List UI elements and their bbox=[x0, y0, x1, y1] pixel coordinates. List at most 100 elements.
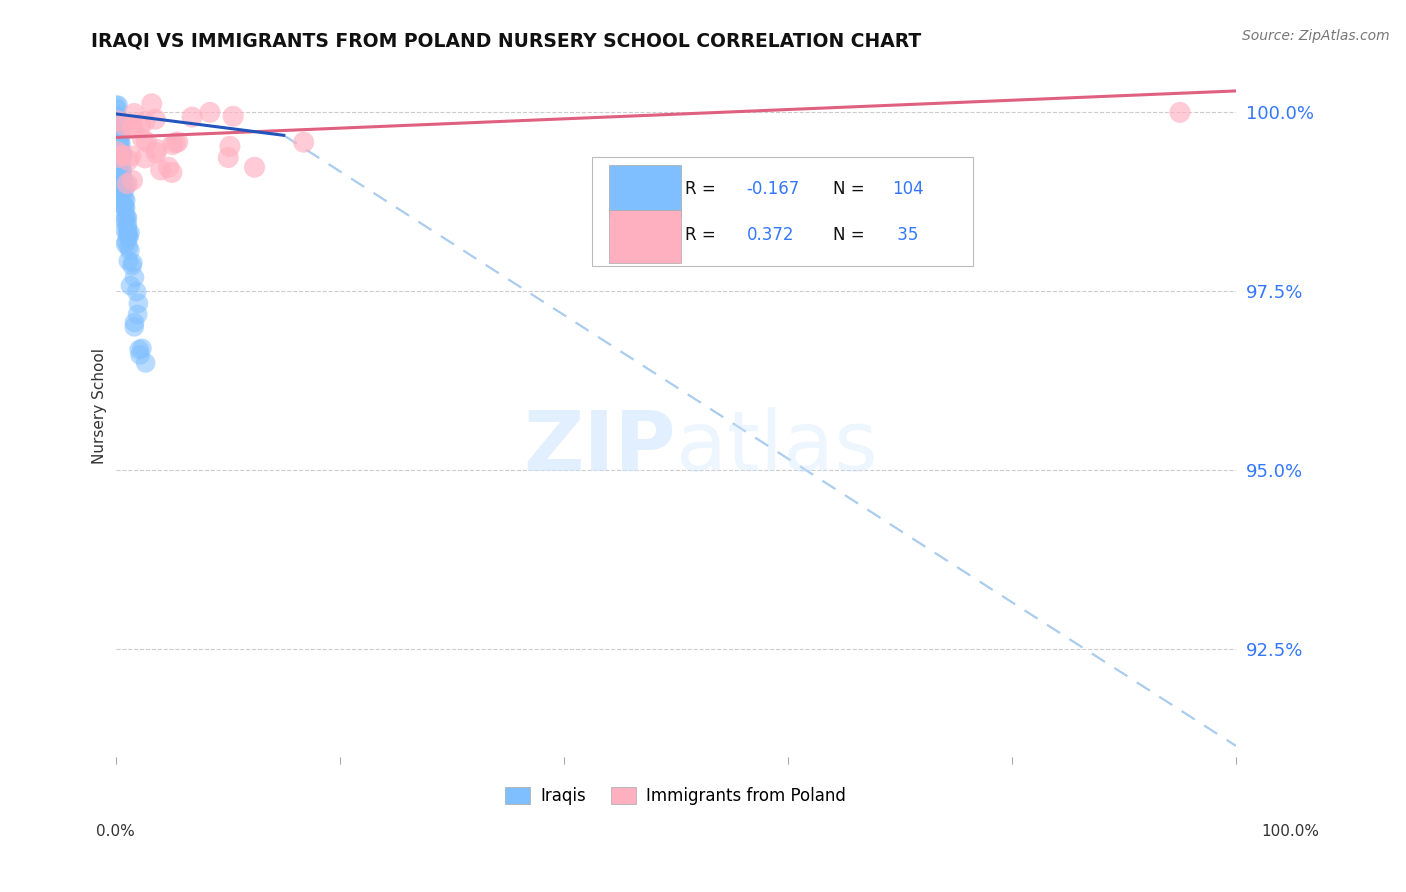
Point bbox=[110, 186, 132, 200]
Point bbox=[112, 197, 135, 211]
Point bbox=[117, 211, 139, 225]
Point bbox=[108, 169, 131, 183]
Point bbox=[107, 137, 129, 152]
Point bbox=[117, 218, 139, 232]
Point bbox=[134, 114, 156, 128]
Point bbox=[108, 121, 131, 136]
Point bbox=[117, 227, 139, 241]
Point bbox=[117, 253, 139, 268]
Point bbox=[114, 237, 136, 252]
Point bbox=[121, 259, 143, 273]
Point bbox=[121, 256, 143, 270]
Point bbox=[222, 109, 245, 123]
Point bbox=[115, 178, 138, 192]
Point bbox=[108, 163, 131, 178]
Point bbox=[118, 230, 141, 244]
Point bbox=[105, 112, 128, 126]
Point bbox=[108, 185, 131, 199]
Point bbox=[105, 102, 128, 116]
Point bbox=[165, 136, 187, 150]
Point bbox=[105, 98, 128, 112]
Point bbox=[114, 201, 136, 215]
Text: R =: R = bbox=[685, 180, 721, 198]
Text: 104: 104 bbox=[891, 180, 924, 198]
Point bbox=[114, 211, 136, 225]
FancyBboxPatch shape bbox=[609, 211, 682, 263]
Point bbox=[110, 173, 132, 187]
Point bbox=[110, 136, 132, 151]
Point bbox=[110, 186, 132, 201]
Point bbox=[105, 123, 128, 137]
Point bbox=[107, 153, 129, 168]
Point bbox=[107, 98, 129, 112]
Point bbox=[108, 161, 131, 175]
Text: 0.0%: 0.0% bbox=[96, 824, 135, 838]
Legend: Iraqis, Immigrants from Poland: Iraqis, Immigrants from Poland bbox=[499, 780, 853, 812]
Point bbox=[129, 118, 152, 132]
Point bbox=[110, 169, 132, 183]
Point bbox=[166, 135, 188, 149]
Point bbox=[110, 148, 132, 162]
Point bbox=[105, 145, 128, 159]
Point bbox=[124, 315, 146, 329]
Point bbox=[111, 163, 134, 178]
Point bbox=[1168, 105, 1191, 120]
Point bbox=[124, 270, 146, 285]
Point bbox=[110, 164, 132, 178]
Point bbox=[105, 110, 128, 124]
Point bbox=[120, 226, 142, 240]
Point bbox=[128, 343, 150, 357]
Point bbox=[149, 162, 172, 177]
Point bbox=[117, 225, 139, 239]
Point bbox=[111, 164, 134, 178]
Point bbox=[122, 319, 145, 334]
Point bbox=[107, 117, 129, 131]
Point bbox=[115, 210, 138, 224]
Point bbox=[107, 151, 129, 165]
Point bbox=[112, 119, 135, 133]
Point bbox=[105, 142, 128, 156]
Text: 100.0%: 100.0% bbox=[1261, 824, 1319, 838]
Text: 0.372: 0.372 bbox=[747, 226, 794, 244]
Point bbox=[110, 169, 132, 184]
Point bbox=[135, 135, 157, 149]
Text: R =: R = bbox=[685, 226, 721, 244]
Point bbox=[107, 118, 129, 132]
Text: 35: 35 bbox=[891, 226, 918, 244]
Point bbox=[107, 150, 129, 164]
Point bbox=[219, 139, 242, 153]
Point bbox=[110, 173, 132, 187]
Point bbox=[122, 106, 145, 120]
Point bbox=[108, 159, 131, 173]
Point bbox=[141, 96, 163, 111]
Point bbox=[112, 192, 135, 206]
Point bbox=[131, 132, 153, 146]
Point bbox=[111, 147, 134, 161]
Point bbox=[111, 169, 134, 183]
Point bbox=[131, 342, 153, 356]
Point bbox=[108, 132, 131, 146]
Point bbox=[107, 123, 129, 137]
Point bbox=[108, 143, 131, 157]
Text: -0.167: -0.167 bbox=[747, 180, 800, 198]
Point bbox=[135, 356, 157, 370]
Point bbox=[114, 213, 136, 227]
Point bbox=[105, 119, 128, 133]
Text: IRAQI VS IMMIGRANTS FROM POLAND NURSERY SCHOOL CORRELATION CHART: IRAQI VS IMMIGRANTS FROM POLAND NURSERY … bbox=[91, 31, 922, 50]
Point bbox=[127, 296, 149, 310]
Point bbox=[243, 160, 266, 174]
Point bbox=[110, 172, 132, 186]
Point bbox=[127, 307, 149, 321]
Point bbox=[105, 114, 128, 128]
Point bbox=[121, 173, 143, 187]
FancyBboxPatch shape bbox=[592, 157, 973, 266]
Point bbox=[198, 105, 221, 120]
Point bbox=[107, 128, 129, 142]
Point bbox=[115, 235, 138, 249]
Point bbox=[115, 220, 138, 235]
Text: ZIP: ZIP bbox=[523, 408, 676, 489]
Point bbox=[111, 180, 134, 194]
Point bbox=[114, 223, 136, 237]
Point bbox=[108, 151, 131, 165]
Point bbox=[117, 240, 139, 254]
